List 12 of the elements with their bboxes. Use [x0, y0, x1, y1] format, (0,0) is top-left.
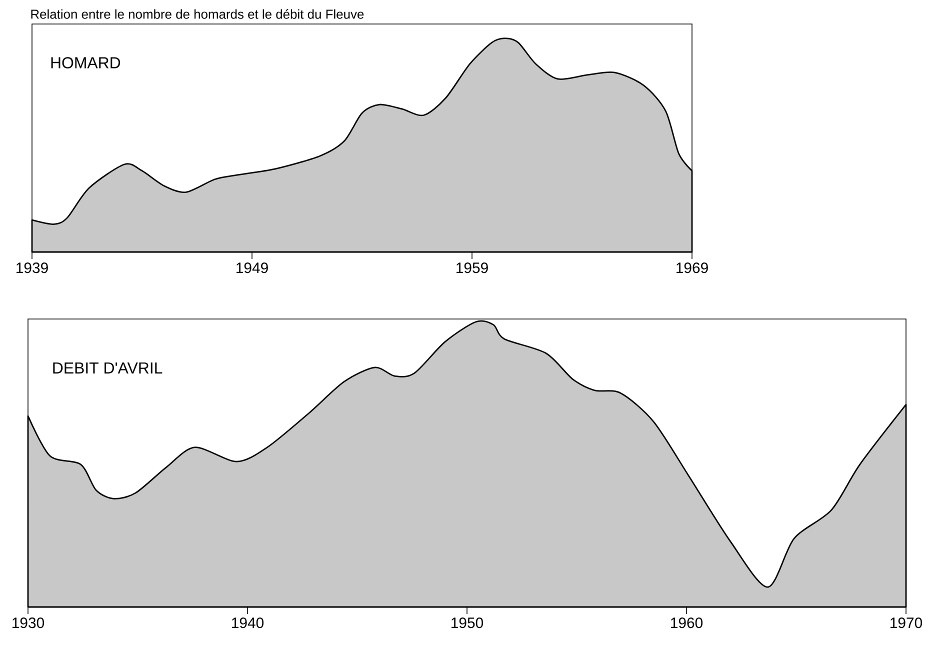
x-tick-label: 1949: [236, 262, 268, 274]
x-tick-label: 1970: [890, 618, 922, 628]
x-tick-label: 1950: [452, 618, 484, 628]
x-tick-label: 1940: [232, 618, 264, 628]
chart-title: Relation entre le nombre de homards et le débit du Fleuve: [31, 9, 364, 19]
x-tick-label: 1959: [456, 262, 488, 274]
x-tick-label: 1960: [671, 618, 703, 628]
x-tick-label: 1969: [676, 262, 708, 274]
text: DEBIT D'AVRIL: [53, 362, 162, 374]
x-tick-label: 1939: [16, 262, 48, 274]
text: HOMARD: [51, 57, 120, 68]
x-tick-label: 1930: [12, 618, 44, 628]
